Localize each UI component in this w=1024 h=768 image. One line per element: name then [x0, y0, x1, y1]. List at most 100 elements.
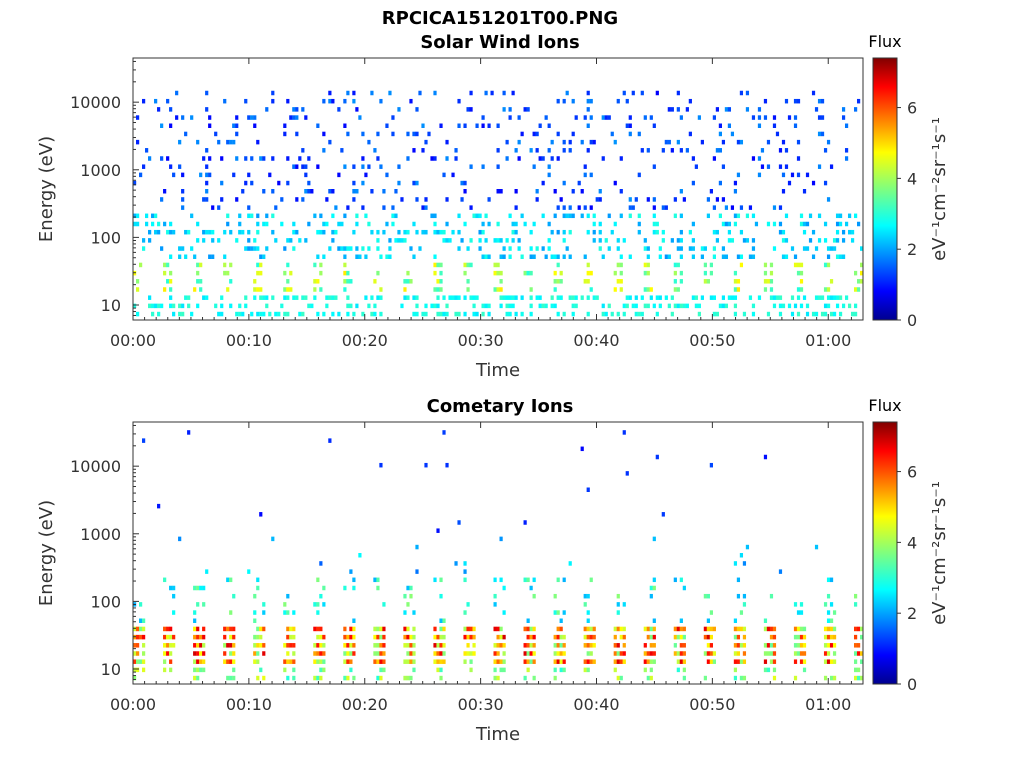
heatmap-cell	[253, 659, 257, 664]
heatmap-cell	[355, 246, 359, 251]
heatmap-cell	[265, 213, 269, 219]
heatmap-cell	[742, 602, 747, 607]
heatmap-cell	[667, 254, 671, 259]
heatmap-cell	[796, 139, 801, 145]
heatmap-cell	[142, 98, 146, 104]
heatmap-cell	[154, 303, 158, 309]
heatmap-cell	[169, 123, 173, 128]
heatmap-cell	[709, 295, 713, 300]
heatmap-cell	[163, 270, 167, 276]
heatmap-cell	[493, 626, 497, 632]
heatmap-cell	[409, 585, 413, 591]
heatmap-cell	[838, 221, 843, 227]
heatmap-cell	[679, 254, 683, 259]
heatmap-cell	[805, 246, 810, 251]
heatmap-cell	[391, 221, 395, 227]
heatmap-cell	[196, 667, 200, 673]
heatmap-cell	[349, 634, 353, 640]
heatmap-cell	[253, 593, 257, 599]
heatmap-cell	[439, 618, 443, 623]
heatmap-cell	[664, 254, 668, 259]
heatmap-cell	[856, 675, 861, 681]
heatmap-cell	[487, 254, 491, 259]
heatmap-cell	[616, 643, 620, 648]
heatmap-cell	[799, 213, 804, 219]
heatmap-cell	[202, 602, 206, 607]
heatmap-cell	[391, 213, 395, 219]
heatmap-cell	[433, 270, 437, 276]
heatmap-cell	[673, 651, 677, 656]
heatmap-cell	[646, 287, 650, 292]
heatmap-cell	[367, 246, 371, 251]
heatmap-cell	[361, 205, 365, 210]
heatmap-cell	[823, 238, 828, 243]
heatmap-cell	[262, 651, 266, 656]
heatmap-cell	[499, 189, 503, 194]
y-tick-label: 100	[90, 228, 121, 247]
heatmap-cell	[490, 90, 494, 96]
heatmap-cell	[436, 295, 440, 300]
heatmap-cell	[802, 651, 807, 656]
heatmap-cell	[220, 197, 224, 202]
heatmap-cell	[589, 634, 593, 640]
heatmap-cell	[826, 593, 831, 599]
heatmap-cell	[496, 643, 500, 648]
heatmap-cell	[568, 295, 572, 300]
heatmap-cell	[607, 213, 611, 219]
heatmap-cell	[367, 221, 371, 227]
heatmap-cell	[496, 221, 500, 227]
heatmap-cell	[139, 618, 143, 623]
heatmap-cell	[286, 287, 290, 292]
heatmap-cell	[589, 651, 593, 656]
heatmap-cell	[697, 115, 701, 120]
heatmap-cell	[229, 626, 233, 632]
heatmap-cell	[679, 626, 683, 632]
heatmap-cell	[385, 254, 389, 259]
heatmap-cell	[208, 172, 212, 178]
heatmap-cell	[136, 634, 140, 640]
heatmap-cell	[145, 213, 149, 219]
heatmap-cell	[860, 659, 864, 664]
heatmap-cell	[769, 287, 774, 292]
heatmap-cell	[463, 577, 467, 583]
heatmap-cell	[616, 626, 620, 632]
heatmap-cell	[745, 544, 750, 550]
heatmap-cell	[469, 295, 473, 300]
heatmap-cell	[481, 303, 485, 309]
heatmap-cell	[223, 270, 227, 276]
heatmap-cell	[193, 287, 197, 292]
heatmap-cell	[403, 593, 407, 599]
heatmap-cell	[541, 246, 545, 251]
heatmap-cell	[553, 213, 557, 219]
heatmap-cell	[571, 303, 575, 309]
heatmap-cell	[580, 446, 584, 452]
heatmap-cell	[583, 279, 587, 284]
heatmap-cell	[772, 643, 777, 648]
heatmap-cell	[511, 90, 515, 96]
heatmap-cell	[583, 602, 587, 607]
heatmap-cell	[460, 180, 464, 186]
heatmap-cell	[718, 123, 722, 128]
heatmap-cell	[499, 536, 503, 542]
heatmap-cell	[406, 229, 410, 235]
heatmap-cell	[643, 262, 647, 268]
heatmap-cell	[691, 156, 695, 161]
heatmap-cell	[256, 139, 260, 145]
heatmap-cell	[529, 229, 533, 235]
y-tick-label: 10	[101, 296, 121, 315]
heatmap-cell	[742, 634, 747, 640]
heatmap-cell	[223, 229, 227, 235]
heatmap-cell	[583, 659, 587, 664]
y-tick-label: 100	[90, 592, 121, 611]
heatmap-cell	[664, 139, 668, 145]
colorbar-tick-label: 0	[907, 311, 917, 330]
heatmap-cell	[535, 246, 539, 251]
heatmap-cell	[463, 262, 467, 268]
heatmap-cell	[358, 115, 362, 120]
heatmap-cell	[739, 139, 744, 145]
heatmap-cell	[154, 98, 158, 104]
heatmap-cell	[556, 98, 560, 104]
heatmap-cell	[853, 602, 858, 607]
heatmap-cell	[346, 90, 350, 96]
